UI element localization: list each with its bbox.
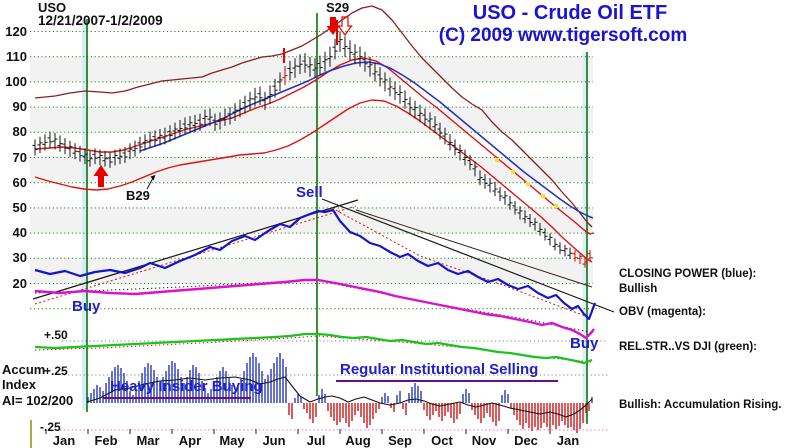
heavy-insider-buying-label: Heavy Insider Buying (110, 378, 263, 395)
month-label: Jan (52, 433, 76, 448)
index-label: Index (2, 377, 36, 392)
price-tick-label: 40 (12, 225, 27, 241)
obv-legend: OBV (magenta): (619, 306, 706, 318)
price-tick-label: 110 (6, 48, 27, 64)
copyright-url: (C) 2009 www.tigersoft.com (438, 25, 688, 46)
month-label: Nov (471, 433, 497, 448)
buy-signal-label-right: Buy (570, 335, 599, 352)
date-range-label: 12/21/2007-1/2/2009 (38, 13, 163, 28)
month-label: Mar (136, 433, 160, 448)
level-neg25-label: -.25 (40, 420, 61, 434)
price-tick-label: 30 (12, 250, 27, 266)
month-label: Aug (345, 433, 371, 448)
month-label: Jun (262, 433, 286, 448)
month-label: Apr (178, 433, 202, 448)
month-label: Jul (306, 433, 326, 448)
institutional-selling-underline (336, 380, 558, 382)
month-label: Sep (388, 433, 412, 448)
price-tick-label: 60 (12, 174, 27, 190)
price-tick-label: 90 (12, 99, 27, 115)
price-tick-label: 70 (12, 149, 27, 165)
accum-label: Accum (2, 362, 46, 377)
relstr-legend: REL.STR..VS DJI (green): (619, 341, 758, 353)
chart-title: USO - Crude Oil ETF (472, 2, 668, 24)
accumulation-status: Bullish: Accumulation Rising. (619, 399, 782, 411)
month-label: Oct (431, 433, 453, 448)
month-label: Feb (94, 433, 118, 448)
b29-signal-label: B29 (126, 188, 150, 203)
price-tick-label: 100 (5, 73, 27, 89)
price-tick-label: 120 (5, 23, 27, 39)
closing-power-legend: CLOSING POWER (blue): (619, 268, 757, 280)
s29-signal-label: S29 (326, 0, 350, 15)
price-tick-label: 20 (12, 275, 27, 291)
level-plus50-label: +.50 (44, 328, 68, 342)
heavy-insider-underline (103, 397, 251, 399)
ai-value-label: AI= 102/200 (2, 393, 74, 408)
price-tick-label: 80 (12, 124, 27, 140)
month-label: Jan (556, 433, 580, 448)
symbol-label: USO (38, 0, 67, 15)
buy-signal-label-left: Buy (72, 298, 101, 315)
level-plus25-label: +.25 (44, 364, 68, 378)
institutional-selling-label: Regular Institutional Selling (340, 361, 539, 378)
price-tick-label: 50 (12, 199, 27, 215)
month-label: Dec (514, 433, 538, 448)
month-label: May (219, 433, 245, 448)
sell-signal-label: Sell (296, 184, 323, 201)
closing-power-status: Bullish (619, 283, 658, 295)
